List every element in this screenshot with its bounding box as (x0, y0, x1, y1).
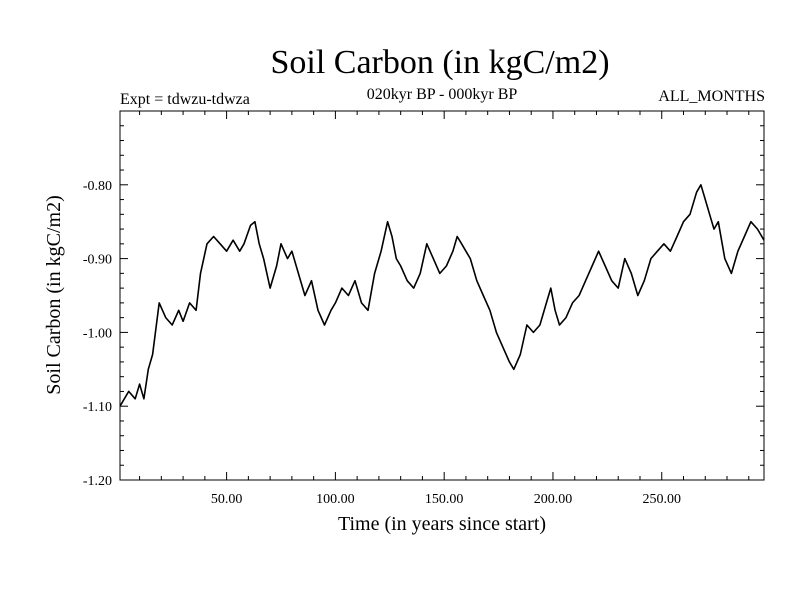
y-tick-label: -0.80 (83, 179, 112, 194)
y-tick-label: -1.10 (83, 400, 112, 415)
x-tick-label: 100.00 (316, 492, 355, 507)
axis-ticks (120, 110, 764, 481)
series-line (119, 184, 765, 407)
y-axis-label: Soil Carbon (in kgC/m2) (43, 195, 65, 394)
y-tick-label: -0.90 (83, 253, 112, 268)
x-tick-label: 250.00 (642, 492, 681, 507)
chart-title: Soil Carbon (in kgC/m2) (270, 44, 610, 81)
y-tick-label: -1.20 (83, 474, 112, 489)
x-tick-label: 200.00 (534, 492, 573, 507)
plot-frame (119, 110, 765, 481)
x-tick-label: 50.00 (211, 492, 243, 507)
months-label: ALL_MONTHS (658, 88, 765, 105)
period-label: 020kyr BP - 000kyr BP (366, 86, 518, 103)
axis-tick-labels: 50.00 100.00 150.00 200.00 250.00 -1.20 -1.10 -… (83, 179, 681, 507)
x-axis-label: Time (in years since start) (338, 513, 546, 535)
x-tick-label: 150.00 (425, 492, 464, 507)
y-tick-label: -1.00 (83, 326, 112, 341)
experiment-label: Expt = tdwzu-tdwza (120, 91, 250, 108)
